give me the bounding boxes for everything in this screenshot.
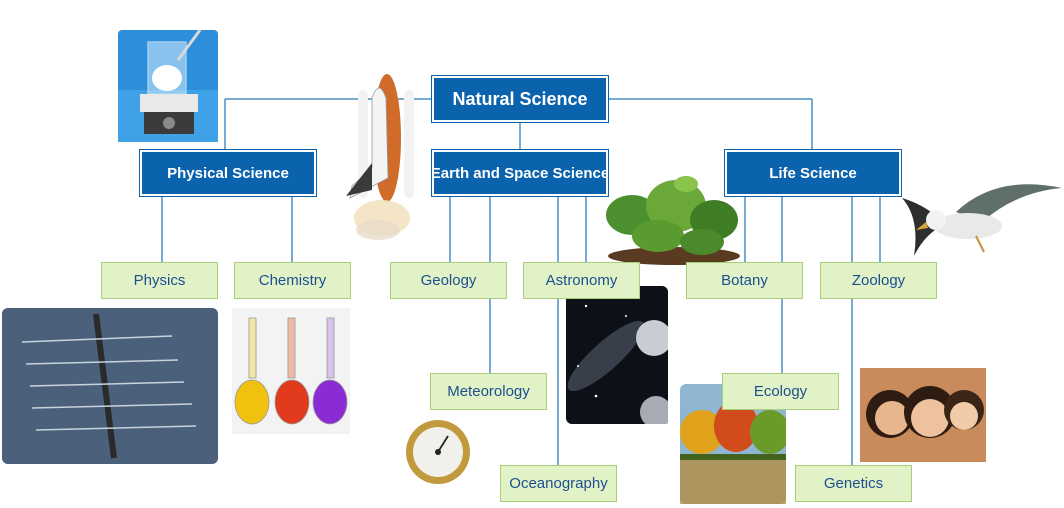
zoology-label: Zoology — [851, 272, 906, 289]
physics-node: Physics — [101, 262, 218, 299]
oceanography-node: Oceanography — [500, 465, 617, 502]
chemistry-flasks-picture — [232, 308, 350, 434]
astronomy-node: Astronomy — [523, 262, 640, 299]
earth-space-science-label: Earth and Space Science — [430, 164, 610, 182]
zoology-node: Zoology — [820, 262, 937, 299]
natural-science-label: Natural Science — [452, 88, 588, 109]
natural-science-node: Natural Science — [431, 75, 609, 123]
ecology-node: Ecology — [722, 373, 839, 410]
autumn-lake-picture — [680, 384, 786, 504]
botany-node: Botany — [686, 262, 803, 299]
seabird-picture — [902, 184, 1062, 256]
beaker-hotplate-picture — [118, 30, 218, 142]
geology-node: Geology — [390, 262, 507, 299]
barometer-picture — [406, 420, 470, 484]
life-science-node: Life Science — [724, 149, 902, 197]
life-science-label: Life Science — [769, 164, 857, 182]
astronomy-label: Astronomy — [545, 272, 618, 289]
rowing-crew-picture — [2, 308, 218, 464]
meteorology-node: Meteorology — [430, 373, 547, 410]
botany-label: Botany — [721, 272, 768, 289]
genetics-node: Genetics — [795, 465, 912, 502]
space-shuttle-picture — [346, 74, 414, 240]
oceanography-label: Oceanography — [509, 475, 608, 492]
physical-science-node: Physical Science — [139, 149, 317, 197]
meteorology-label: Meteorology — [447, 383, 530, 400]
genetics-label: Genetics — [823, 475, 884, 492]
chemistry-label: Chemistry — [258, 272, 327, 289]
geology-label: Geology — [420, 272, 477, 289]
family-portrait-picture — [860, 368, 986, 462]
ecology-label: Ecology — [753, 383, 808, 400]
leafy-plant-picture — [606, 176, 740, 265]
galaxy-moon-picture — [566, 286, 668, 424]
earth-space-science-node: Earth and Space Science — [430, 149, 610, 197]
chemistry-node: Chemistry — [234, 262, 351, 299]
physics-label: Physics — [133, 272, 186, 289]
physical-science-label: Physical Science — [167, 164, 289, 182]
